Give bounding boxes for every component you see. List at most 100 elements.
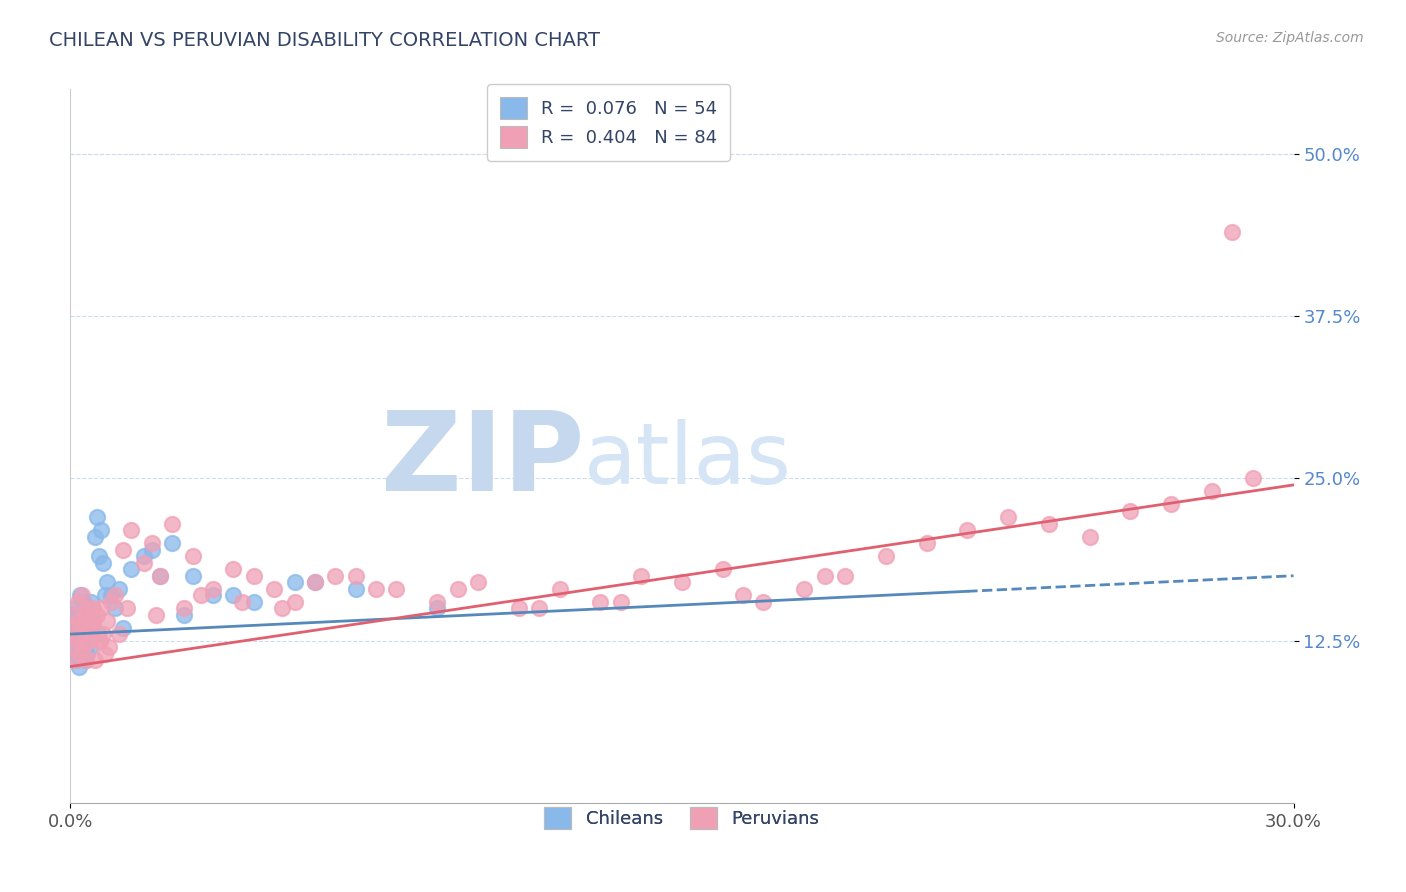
Point bbox=[63, 607, 86, 622]
Point bbox=[77, 607, 100, 622]
Point bbox=[731, 588, 754, 602]
Point bbox=[65, 627, 87, 641]
Point bbox=[66, 607, 89, 622]
Point bbox=[67, 614, 90, 628]
Point bbox=[82, 614, 104, 628]
Point bbox=[89, 633, 111, 648]
Point bbox=[1241, 471, 1264, 485]
Point bbox=[162, 516, 183, 531]
Text: ZIP: ZIP bbox=[381, 407, 583, 514]
Point bbox=[1038, 516, 1060, 531]
Point bbox=[72, 633, 94, 648]
Point bbox=[83, 653, 105, 667]
Point bbox=[117, 601, 139, 615]
Point bbox=[76, 601, 98, 615]
Point bbox=[66, 595, 89, 609]
Point bbox=[72, 621, 94, 635]
Point bbox=[73, 627, 96, 641]
Point bbox=[75, 653, 97, 667]
Point bbox=[67, 640, 90, 654]
Point bbox=[149, 568, 172, 582]
Point bbox=[304, 575, 326, 590]
Point bbox=[87, 549, 110, 564]
Point bbox=[86, 510, 108, 524]
Point bbox=[62, 640, 84, 654]
Point bbox=[181, 549, 204, 564]
Point bbox=[104, 588, 127, 602]
Point bbox=[875, 549, 897, 564]
Point bbox=[711, 562, 734, 576]
Point bbox=[548, 582, 571, 596]
Point bbox=[173, 601, 195, 615]
Point bbox=[63, 601, 86, 615]
Point bbox=[79, 595, 103, 609]
Point bbox=[63, 653, 86, 667]
Point bbox=[77, 633, 100, 648]
Point bbox=[671, 575, 693, 590]
Point bbox=[91, 556, 114, 570]
Point bbox=[83, 530, 105, 544]
Point bbox=[243, 595, 266, 609]
Point bbox=[75, 653, 97, 667]
Legend: Chileans, Peruvians: Chileans, Peruvians bbox=[537, 800, 827, 837]
Point bbox=[60, 621, 83, 635]
Point bbox=[108, 582, 131, 596]
Point bbox=[96, 614, 118, 628]
Point bbox=[222, 562, 245, 576]
Point bbox=[467, 575, 489, 590]
Point bbox=[82, 614, 104, 628]
Point bbox=[1078, 530, 1101, 544]
Point bbox=[1220, 225, 1243, 239]
Point bbox=[76, 627, 98, 641]
Point bbox=[62, 627, 84, 641]
Point bbox=[304, 575, 326, 590]
Point bbox=[67, 614, 90, 628]
Point bbox=[132, 549, 155, 564]
Point bbox=[1119, 504, 1142, 518]
Point bbox=[121, 562, 143, 576]
Point bbox=[202, 588, 225, 602]
Point bbox=[793, 582, 815, 596]
Point bbox=[72, 595, 94, 609]
Point bbox=[508, 601, 530, 615]
Point bbox=[997, 510, 1019, 524]
Point bbox=[630, 568, 652, 582]
Point bbox=[87, 633, 110, 648]
Text: CHILEAN VS PERUVIAN DISABILITY CORRELATION CHART: CHILEAN VS PERUVIAN DISABILITY CORRELATI… bbox=[49, 31, 600, 50]
Point bbox=[132, 556, 155, 570]
Text: atlas: atlas bbox=[583, 418, 792, 502]
Point bbox=[104, 601, 127, 615]
Point bbox=[108, 627, 131, 641]
Text: Source: ZipAtlas.com: Source: ZipAtlas.com bbox=[1216, 31, 1364, 45]
Point bbox=[72, 640, 94, 654]
Point bbox=[610, 595, 633, 609]
Point bbox=[231, 595, 253, 609]
Point bbox=[915, 536, 938, 550]
Point bbox=[263, 582, 285, 596]
Point bbox=[94, 647, 117, 661]
Point bbox=[82, 614, 104, 628]
Point bbox=[323, 568, 347, 582]
Point bbox=[76, 647, 98, 661]
Point bbox=[65, 647, 87, 661]
Point bbox=[141, 536, 163, 550]
Point bbox=[100, 588, 122, 602]
Point bbox=[447, 582, 470, 596]
Point bbox=[181, 568, 204, 582]
Point bbox=[271, 601, 294, 615]
Point bbox=[70, 633, 93, 648]
Point bbox=[79, 640, 101, 654]
Point bbox=[98, 640, 121, 654]
Point bbox=[73, 614, 96, 628]
Point bbox=[813, 568, 835, 582]
Point bbox=[344, 582, 367, 596]
Point bbox=[149, 568, 172, 582]
Point bbox=[60, 607, 83, 622]
Point bbox=[76, 601, 98, 615]
Point bbox=[222, 588, 245, 602]
Point bbox=[65, 653, 87, 667]
Point bbox=[90, 601, 112, 615]
Point bbox=[112, 621, 135, 635]
Point bbox=[86, 607, 108, 622]
Point bbox=[90, 524, 112, 538]
